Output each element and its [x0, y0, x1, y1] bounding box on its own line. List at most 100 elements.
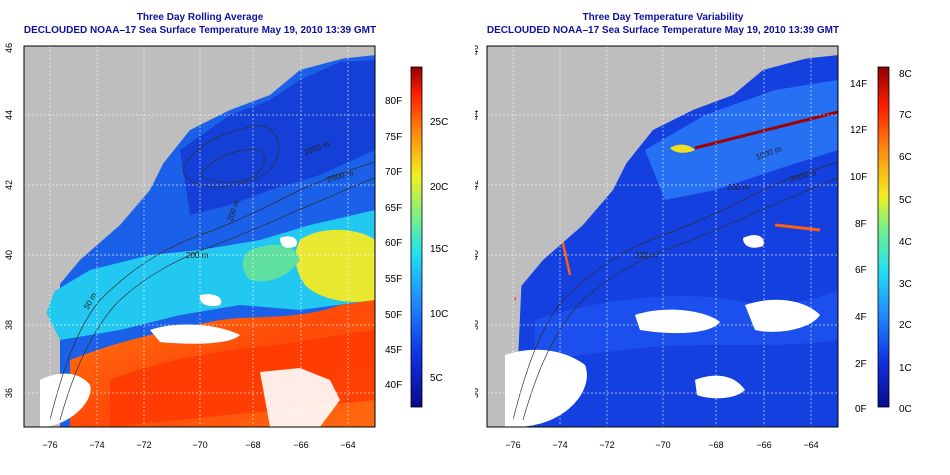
lon-tick-label: −66: [756, 440, 771, 450]
svg-text:4C: 4C: [899, 237, 912, 248]
lat-tick-label: 44: [4, 110, 14, 120]
lon-tick-label: −72: [136, 440, 151, 450]
lon-tick-label: −66: [293, 440, 308, 450]
left-map-subtitle: DECLOUDED NOAA–17 Sea Surface Temperatur…: [23, 25, 377, 36]
lat-tick-label: 36: [475, 388, 480, 398]
left-sst-map: 50 m 200 m 200 m 1000 m 2000 m −76 −74 −…: [4, 43, 448, 450]
svg-text:7C: 7C: [899, 110, 912, 121]
lat-tick-label: 38: [4, 320, 14, 330]
left-cloud-mask: [199, 294, 222, 307]
svg-text:40F: 40F: [385, 380, 402, 391]
left-cloud-mask: [260, 368, 340, 427]
svg-text:75F: 75F: [385, 132, 402, 143]
svg-text:0F: 0F: [855, 404, 867, 415]
right-nova-scotia: [723, 46, 838, 90]
right-high-variability-streak: [694, 110, 839, 150]
svg-text:2C: 2C: [899, 320, 912, 331]
right-cloud-mask: [635, 309, 720, 334]
right-graticule: [487, 46, 838, 427]
lon-tick-label: −64: [340, 440, 355, 450]
right-high-variability-spot: [774, 223, 821, 232]
lat-tick-label: 36: [4, 388, 14, 398]
lon-tick-label: −68: [245, 440, 260, 450]
svg-text:4F: 4F: [855, 312, 867, 323]
right-variability-map: 200 m 200 m 1000 m 2000 m −76 −74 −72 −7…: [475, 45, 912, 450]
right-colorbar-f-labels: 0F 2F 4F 6F 8F 10F 12F 14F: [850, 79, 867, 415]
left-x-axis: −76 −74 −72 −70 −68 −66 −64: [42, 440, 355, 450]
svg-text:45F: 45F: [385, 345, 402, 356]
right-y-axis: 36 38 40 42 44 46: [475, 45, 480, 398]
right-cloud-mask: [695, 375, 745, 399]
lon-tick-label: −68: [708, 440, 723, 450]
left-gulf-of-maine: [180, 60, 375, 215]
left-cloud-mask: [150, 324, 240, 344]
lat-tick-label: 42: [475, 180, 480, 190]
svg-text:14F: 14F: [850, 79, 867, 90]
lat-tick-label: 38: [475, 320, 480, 330]
lon-tick-label: −74: [89, 440, 104, 450]
svg-text:80F: 80F: [385, 96, 402, 107]
svg-text:12F: 12F: [850, 125, 867, 136]
right-isobaths: [512, 161, 839, 421]
right-cloud-mask: [743, 235, 764, 248]
svg-text:6F: 6F: [855, 265, 867, 276]
right-map-title: Three Day Temperature Variability: [582, 12, 744, 23]
lat-tick-label: 46: [475, 45, 480, 55]
svg-text:10F: 10F: [850, 172, 867, 183]
svg-text:25C: 25C: [430, 117, 448, 128]
svg-text:55F: 55F: [385, 274, 402, 285]
svg-text:5C: 5C: [899, 195, 912, 206]
svg-text:70F: 70F: [385, 167, 402, 178]
lon-tick-label: −70: [192, 440, 207, 450]
lat-tick-label: 42: [4, 180, 14, 190]
svg-text:15C: 15C: [430, 244, 448, 255]
left-map-title: Three Day Rolling Average: [136, 12, 264, 23]
lat-tick-label: 44: [475, 110, 480, 120]
left-colorbar: [410, 66, 423, 408]
lon-tick-label: −72: [599, 440, 614, 450]
svg-text:50F: 50F: [385, 310, 402, 321]
right-high-variability-spot: [670, 144, 695, 153]
svg-text:8F: 8F: [855, 219, 867, 230]
lon-tick-label: −76: [42, 440, 57, 450]
lat-tick-label: 40: [475, 250, 480, 260]
left-cloud-mask: [280, 236, 297, 248]
left-nova-scotia: [260, 46, 375, 90]
left-cloud-mask: [40, 373, 91, 427]
left-green-band: [242, 244, 300, 282]
left-isobath-label: 200 m: [186, 251, 209, 260]
left-warm-ring: [295, 229, 375, 302]
left-y-axis: 36 38 40 42 44 46: [4, 43, 14, 398]
lon-tick-label: −70: [655, 440, 670, 450]
left-land: [24, 46, 200, 427]
svg-text:20C: 20C: [430, 182, 448, 193]
left-colorbar-c-labels: 5C 10C 15C 20C 25C: [430, 117, 448, 384]
left-isobaths: [49, 124, 376, 421]
right-isobath-label: 200 m: [635, 251, 658, 260]
left-colorbar-f-labels: 40F 45F 50F 55F 60F 65F 70F 75F 80F: [385, 96, 402, 391]
lon-tick-label: −64: [803, 440, 818, 450]
right-map-subtitle: DECLOUDED NOAA–17 Sea Surface Temperatur…: [486, 25, 840, 36]
right-x-axis: −76 −74 −72 −70 −68 −66 −64: [505, 440, 818, 450]
svg-text:65F: 65F: [385, 203, 402, 214]
lat-tick-label: 40: [4, 250, 14, 260]
right-colorbar: [877, 66, 890, 408]
right-variability-patches: [645, 80, 838, 200]
svg-text:5C: 5C: [430, 373, 443, 384]
svg-text:1C: 1C: [899, 363, 912, 374]
left-graticule: [24, 46, 375, 427]
lon-tick-label: −74: [552, 440, 567, 450]
right-cloud-mask: [505, 349, 587, 427]
right-colorbar-c-labels: 0C 1C 2C 3C 4C 5C 6C 7C 8C: [899, 69, 912, 415]
svg-text:60F: 60F: [385, 238, 402, 249]
lat-tick-label: 46: [4, 43, 14, 53]
svg-text:3C: 3C: [899, 279, 912, 290]
svg-text:0C: 0C: [899, 404, 912, 415]
lon-tick-label: −76: [505, 440, 520, 450]
svg-text:10C: 10C: [430, 309, 448, 320]
right-isobath-label: 200 m: [727, 183, 750, 192]
svg-text:8C: 8C: [899, 69, 912, 80]
svg-text:6C: 6C: [899, 152, 912, 163]
svg-text:2F: 2F: [855, 359, 867, 370]
right-land: [487, 46, 663, 427]
